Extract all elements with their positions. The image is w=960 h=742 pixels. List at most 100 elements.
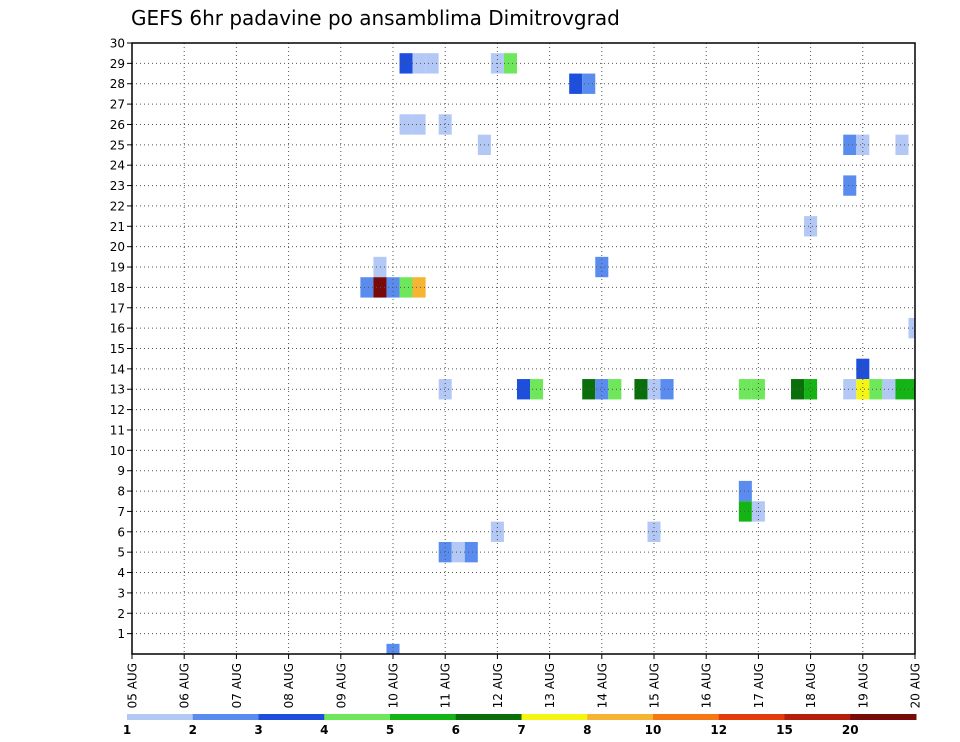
x-tick-label: 19 AUG xyxy=(856,663,870,708)
chart-title: GEFS 6hr padavine po ansamblima Dimitrov… xyxy=(131,6,620,30)
data-cell xyxy=(908,379,915,400)
data-cell xyxy=(595,379,609,400)
y-tick-label: 2 xyxy=(117,607,125,621)
colorbar-label: 1 xyxy=(123,723,131,737)
colorbar-swatch xyxy=(127,714,194,720)
y-tick-label: 1 xyxy=(117,627,125,641)
data-cell xyxy=(843,379,857,400)
data-cell xyxy=(412,114,426,135)
colorbar-label: 5 xyxy=(386,723,394,737)
cells-layer xyxy=(360,53,915,654)
y-tick-label: 22 xyxy=(110,199,125,213)
y-tick-label: 18 xyxy=(110,281,125,295)
colorbar-swatch xyxy=(587,714,654,720)
data-cell xyxy=(399,114,413,135)
data-cell xyxy=(738,501,752,522)
x-tick-label: 15 AUG xyxy=(648,663,662,708)
data-cell xyxy=(373,277,387,298)
data-cell xyxy=(738,480,752,502)
y-tick-label: 3 xyxy=(117,586,125,600)
data-cell xyxy=(843,134,857,156)
colorbar-swatch xyxy=(521,714,588,720)
y-tick-label: 12 xyxy=(110,403,125,417)
data-cell xyxy=(856,134,870,156)
plot-frame xyxy=(131,42,916,655)
colorbar-swatch xyxy=(192,714,259,720)
x-tick-label: 07 AUG xyxy=(230,663,244,708)
data-cell xyxy=(464,541,478,563)
data-cell xyxy=(869,379,883,400)
y-tick-label: 9 xyxy=(117,464,125,478)
colorbar-label: 4 xyxy=(320,723,328,737)
x-tick-label: 05 AUG xyxy=(126,663,140,708)
y-tick-label: 8 xyxy=(117,485,125,499)
colorbar-label: 3 xyxy=(254,723,262,737)
colorbar-label: 2 xyxy=(189,723,197,737)
axes-layer: 1234567891011121314151617181920212223242… xyxy=(110,37,923,709)
x-tick-label: 09 AUG xyxy=(334,663,348,708)
y-tick-label: 11 xyxy=(110,423,125,437)
data-cell xyxy=(804,216,818,237)
x-tick-label: 20 AUG xyxy=(909,663,923,708)
x-tick-label: 12 AUG xyxy=(491,663,505,708)
colorbar-swatch xyxy=(718,714,785,720)
colorbar-swatch xyxy=(258,714,325,720)
data-cell xyxy=(516,379,531,400)
x-tick-label: 06 AUG xyxy=(178,663,192,708)
x-tick-label: 16 AUG xyxy=(700,663,714,708)
data-cell xyxy=(438,114,452,135)
data-cell xyxy=(660,379,674,400)
colorbar-swatch xyxy=(850,714,917,720)
data-cell xyxy=(503,53,517,74)
data-cell xyxy=(738,379,752,400)
x-tick-label: 18 AUG xyxy=(804,663,818,708)
x-tick-label: 13 AUG xyxy=(543,663,557,708)
data-cell xyxy=(438,379,452,400)
data-cell xyxy=(451,541,465,563)
data-cell xyxy=(908,317,915,339)
colorbar-swatch xyxy=(455,714,522,720)
colorbar-label: 10 xyxy=(645,723,662,737)
colorbar-label: 6 xyxy=(452,723,460,737)
y-tick-label: 7 xyxy=(117,505,125,519)
colorbar-layer: 1 2 3 4 5 6 7 8 10 12 15 20 xyxy=(123,714,917,737)
x-tick-label: 11 AUG xyxy=(439,663,453,708)
data-cell xyxy=(856,358,870,380)
data-cell xyxy=(804,379,818,400)
colorbar-swatch xyxy=(784,714,851,720)
y-tick-label: 23 xyxy=(110,179,125,193)
y-tick-label: 13 xyxy=(110,383,125,397)
x-tick-label: 08 AUG xyxy=(282,663,296,708)
y-tick-label: 19 xyxy=(110,261,125,275)
data-cell xyxy=(608,379,622,400)
grid-layer xyxy=(132,43,915,654)
y-tick-label: 25 xyxy=(110,138,125,152)
y-tick-label: 14 xyxy=(110,362,125,376)
colorbar-swatch xyxy=(390,714,457,720)
y-tick-label: 27 xyxy=(110,98,125,112)
y-tick-label: 20 xyxy=(110,240,125,254)
data-cell xyxy=(438,541,452,563)
y-tick-label: 24 xyxy=(110,159,125,173)
data-cell xyxy=(373,256,387,278)
data-cell xyxy=(895,379,909,400)
y-tick-label: 4 xyxy=(117,566,125,580)
y-tick-label: 15 xyxy=(110,342,125,356)
colorbar-label: 20 xyxy=(842,723,859,737)
y-tick-label: 29 xyxy=(110,57,125,71)
y-tick-label: 17 xyxy=(110,301,125,315)
y-tick-label: 10 xyxy=(110,444,125,458)
colorbar-label: 8 xyxy=(583,723,591,737)
colorbar-swatch xyxy=(653,714,720,720)
data-cell xyxy=(412,53,426,74)
data-cell xyxy=(360,277,374,298)
data-cell xyxy=(412,277,426,298)
y-tick-label: 28 xyxy=(110,77,125,91)
y-tick-label: 21 xyxy=(110,220,125,234)
data-cell xyxy=(386,643,400,654)
data-cell xyxy=(791,379,805,400)
data-cell xyxy=(647,379,661,400)
colorbar-label: 12 xyxy=(710,723,727,737)
data-cell xyxy=(399,277,413,298)
